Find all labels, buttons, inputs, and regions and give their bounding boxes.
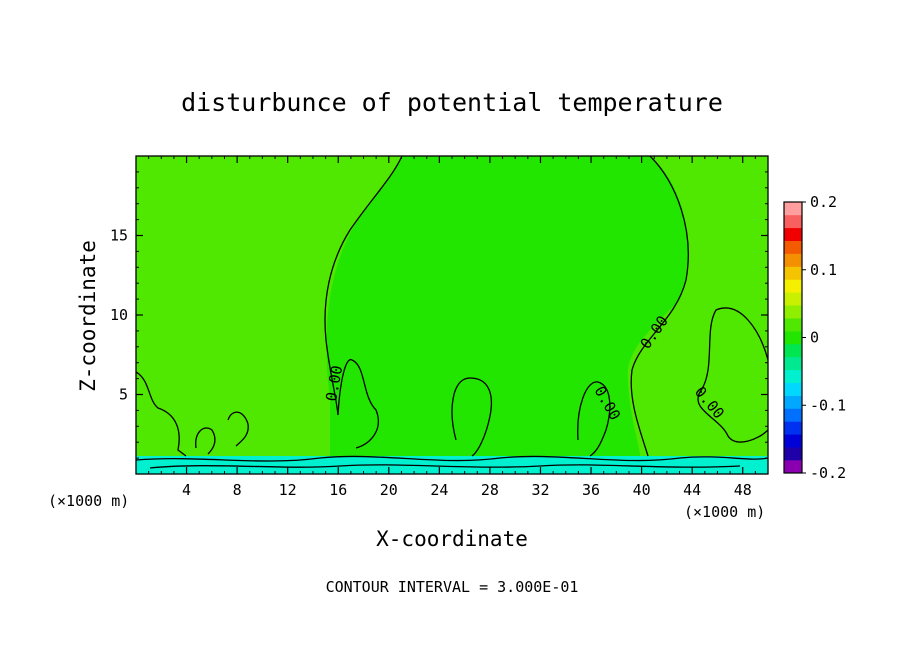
colorbar-tick-label: 0.2 [810, 193, 837, 211]
contour-surface [136, 455, 768, 462]
colorbar-tick-label: 0.1 [810, 261, 837, 279]
contour-interval-note: CONTOUR INTERVAL = 3.000E-01 [326, 578, 579, 596]
x-tick-label: 48 [734, 481, 752, 499]
colorbar-swatch [784, 214, 802, 229]
contour-cell-18 [337, 359, 379, 449]
x-axis: 4 8 12 16 20 24 28 32 36 40 44 48 [148, 156, 756, 499]
colorbar-tick-label: -0.2 [810, 464, 846, 482]
contour-cell-36 [577, 381, 611, 457]
plume-region [326, 156, 689, 456]
x-tick-label: 36 [582, 481, 600, 499]
colorbar-swatch [784, 460, 802, 474]
x-tick-label: 8 [233, 481, 242, 499]
colorbar-swatch [784, 279, 802, 293]
colorbar-swatch [784, 369, 802, 383]
colorbar-swatch [784, 356, 802, 371]
y-tick-label: 15 [110, 227, 128, 245]
colorbar-swatch [784, 331, 802, 345]
colorbar-tick-label: 0 [810, 329, 819, 347]
x-axis-title: X-coordinate [376, 527, 528, 551]
contour-plume [324, 156, 403, 416]
colorbar-swatch [784, 318, 802, 332]
contour-surface-2 [149, 464, 741, 469]
colorbar-swatch [784, 434, 802, 448]
contour-lines [136, 156, 768, 469]
contour-left [136, 371, 187, 457]
x-tick-label: 12 [279, 481, 297, 499]
x-tick-label: 16 [329, 481, 347, 499]
colorbar-swatch [784, 292, 802, 306]
contour-right-blob [697, 307, 768, 443]
colorbar-swatch [784, 395, 802, 409]
x-tick-label: 24 [430, 481, 448, 499]
colorbar-swatch [784, 382, 802, 396]
chart-title: disturbunce of potential temperature [181, 88, 723, 117]
x-unit-right: (×1000 m) [684, 503, 765, 521]
colorbar-swatch [784, 305, 802, 319]
colorbar: 0.2 0.1 0 -0.1 -0.2 [783, 193, 846, 482]
x-unit-left: (×1000 m) [48, 492, 129, 510]
contour-cell-28 [451, 377, 493, 457]
y-axis-title: Z-coordinate [76, 240, 100, 392]
colorbar-swatch [784, 408, 802, 422]
colorbar-swatch [784, 202, 802, 216]
contour-cell-8 [227, 411, 249, 447]
x-tick-label: 28 [481, 481, 499, 499]
colorbar-swatch [784, 240, 802, 254]
x-tick-label: 20 [380, 481, 398, 499]
y-axis: 5 10 15 [110, 171, 768, 459]
colorbar-swatch [784, 447, 802, 461]
y-tick-label: 5 [119, 386, 128, 404]
colorbar-swatch [784, 253, 802, 267]
x-tick-label: 4 [182, 481, 191, 499]
colorbar-swatch [784, 421, 802, 435]
colorbar-swatch [784, 343, 802, 358]
colorbar-swatch [784, 266, 802, 280]
x-tick-label: 40 [633, 481, 651, 499]
x-tick-label: 44 [683, 481, 701, 499]
contour-plume-right [630, 156, 689, 457]
colorbar-swatch [784, 227, 802, 242]
colorbar-tick-label: -0.1 [810, 396, 846, 414]
y-tick-label: 10 [110, 306, 128, 324]
x-tick-label: 32 [531, 481, 549, 499]
plot-area: 0.00 0.00 0.00 0.00 [136, 156, 768, 474]
contour-cell-4 [195, 427, 216, 455]
contour-label: 0.00 [322, 364, 346, 403]
